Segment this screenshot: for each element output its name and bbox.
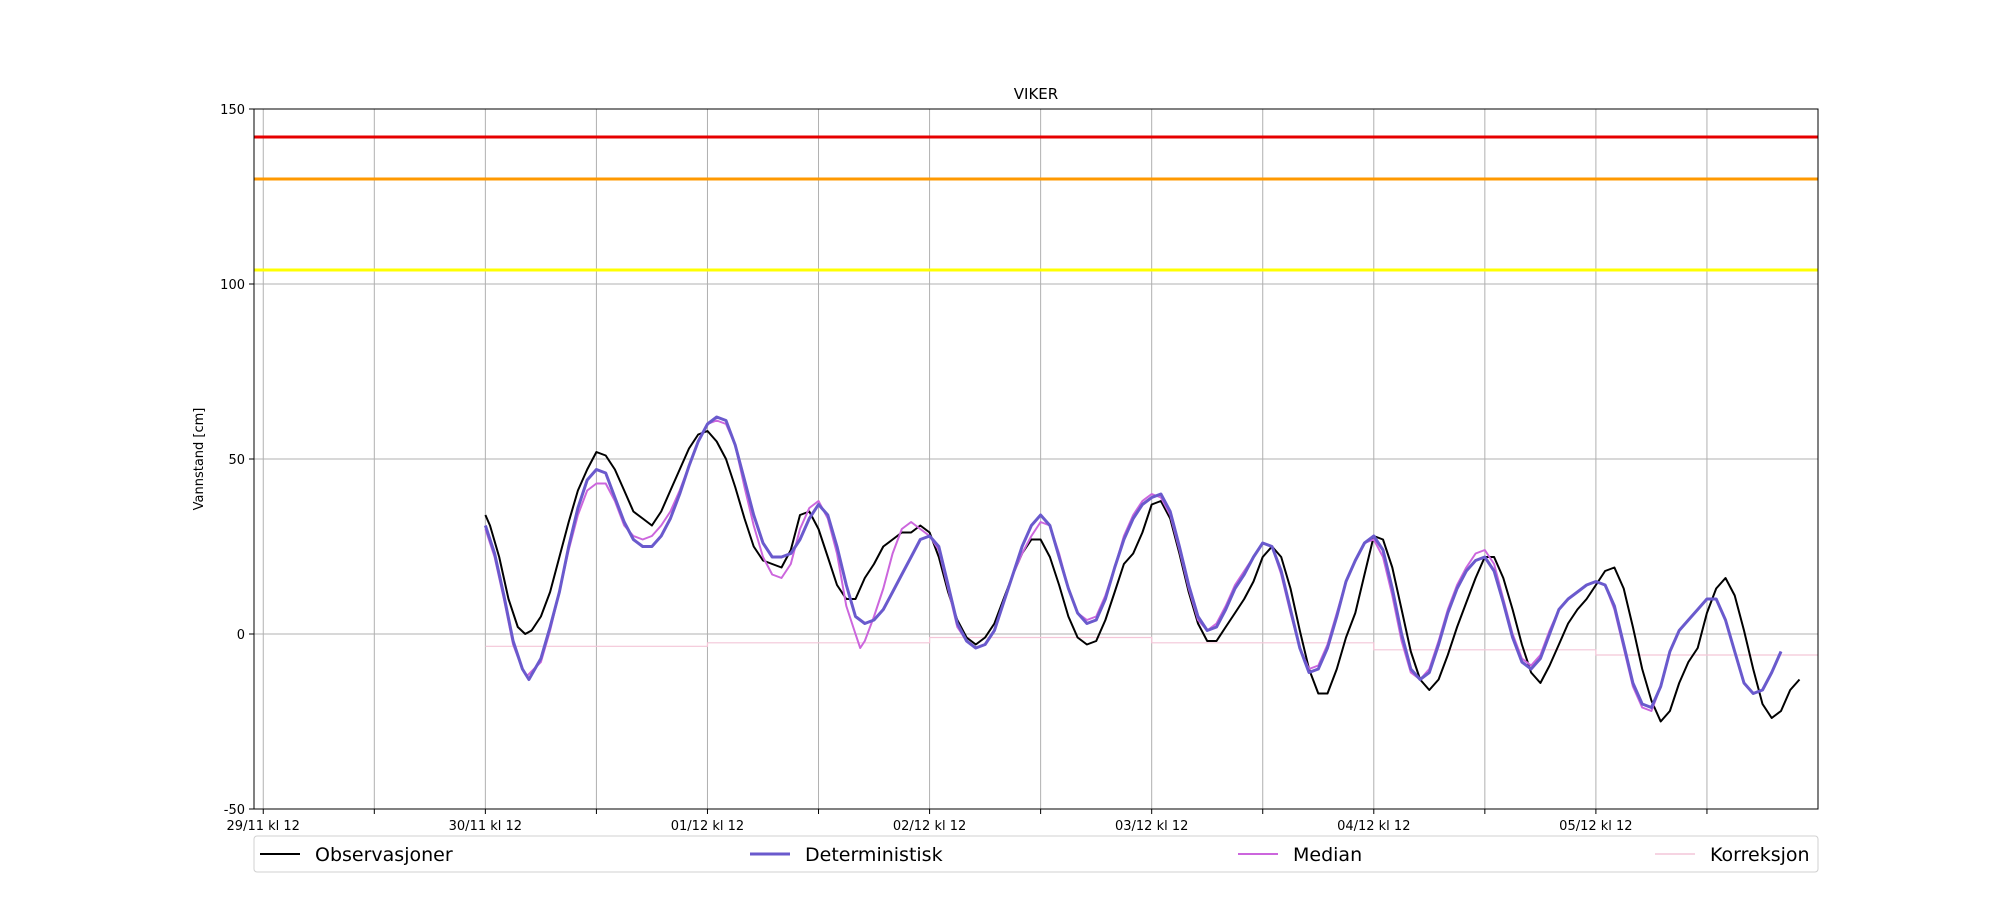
legend-label: Deterministisk [805,844,943,866]
threshold-lines [254,135,1818,272]
series-lines [483,415,1818,723]
x-tick-label: 29/11 kl 12 [227,819,300,834]
legend-box [253,835,1819,873]
y-axis-ticks: -50 0 50 100 150 [220,103,254,818]
x-tick-label: 03/12 kl 12 [1115,819,1188,834]
y-tick-label: 0 [237,628,245,643]
y-tick-label: 50 [228,453,245,468]
legend: Observasjoner Deterministisk Median Korreks… [253,835,1819,873]
legend-label: Median [1293,844,1362,866]
y-tick-label: -50 [224,803,245,818]
chart-title: VIKER [1014,85,1058,103]
y-tick-label: 100 [220,278,245,293]
x-tick-label: 02/12 kl 12 [893,819,966,834]
x-tick-label: 30/11 kl 12 [449,819,522,834]
y-tick-label: 150 [220,103,245,118]
y-axis-label: Vannstand [cm] [192,408,207,511]
x-axis-ticks: 29/11 kl 12 30/11 kl 12 01/12 kl 12 02/12 k… [227,809,1708,834]
x-tick-label: 01/12 kl 12 [671,819,744,834]
x-tick-label: 05/12 kl 12 [1559,819,1632,834]
x-tick-label: 04/12 kl 12 [1337,819,1410,834]
legend-label: Korreksjon [1710,844,1810,866]
series-line-observasjoner [484,430,1801,723]
legend-label: Observasjoner [315,844,453,866]
series-line-korreksjon [485,636,1818,656]
series-line-deterministisk [483,415,1783,709]
